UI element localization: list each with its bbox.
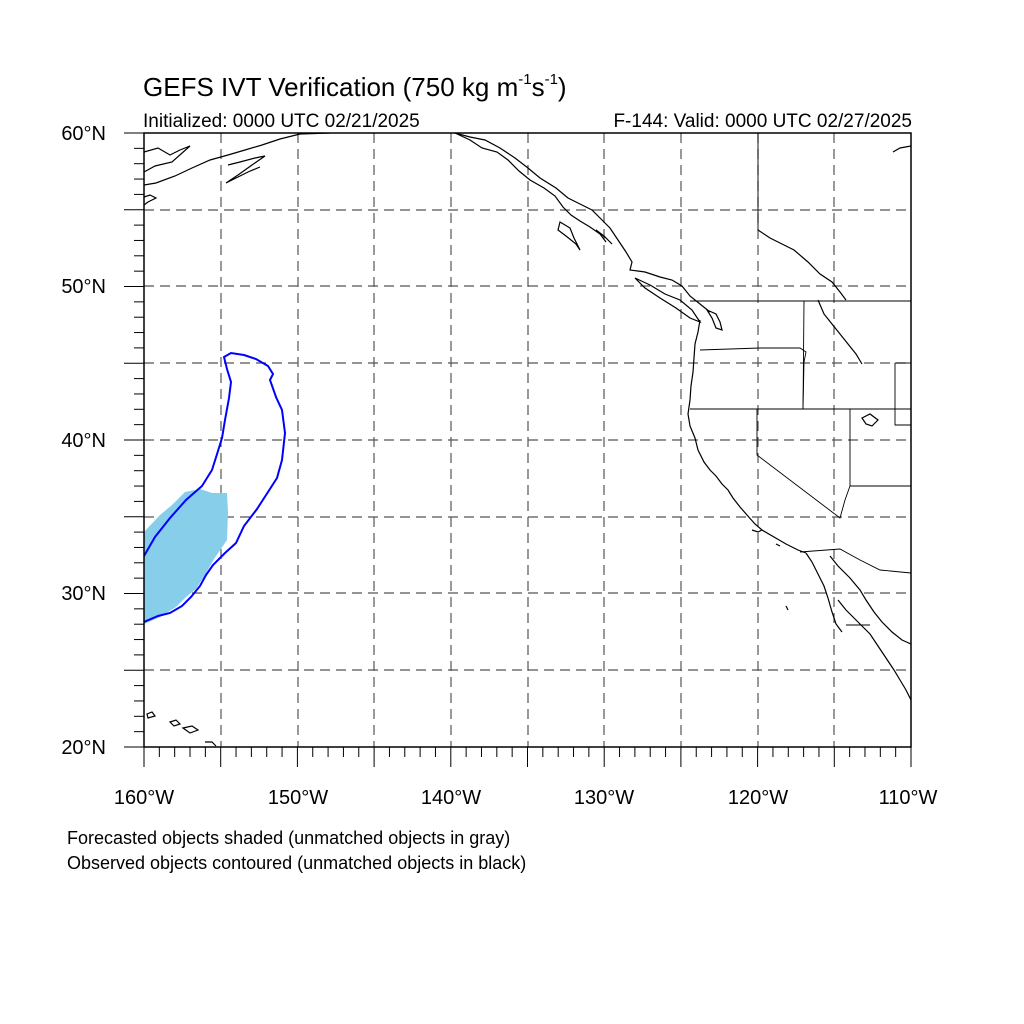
graticule-grid [144,133,911,747]
forecast-ivt-object [144,489,228,624]
axis-ticks [124,132,912,767]
lat-label-60n: 60°N [61,123,106,145]
map-title: GEFS IVT Verification (750 kg m-1s-1) [143,71,567,102]
observed-legend-note: Observed objects contoured (unmatched ob… [67,853,527,873]
lon-label-160w: 160°W [113,787,175,809]
lon-label-140w: 140°W [420,787,482,809]
lat-label-20n: 20°N [61,737,106,759]
lon-label-110w: 110°W [878,787,938,809]
valid-time-label: F-144: Valid: 0000 UTC 02/27/2025 [613,111,912,132]
political-borders [690,133,911,626]
lat-label-40n: 40°N [61,430,106,452]
forecast-legend-note: Forecasted objects shaded (unmatched obj… [67,828,511,848]
coastlines [144,133,911,747]
lon-label-150w: 150°W [267,787,329,809]
lat-label-50n: 50°N [61,276,106,298]
lon-label-120w: 120°W [727,787,789,809]
lon-label-130w: 130°W [573,787,635,809]
lat-label-30n: 30°N [61,583,106,605]
initialized-label: Initialized: 0000 UTC 02/21/2025 [143,111,420,132]
observed-ivt-contour [144,351,287,623]
